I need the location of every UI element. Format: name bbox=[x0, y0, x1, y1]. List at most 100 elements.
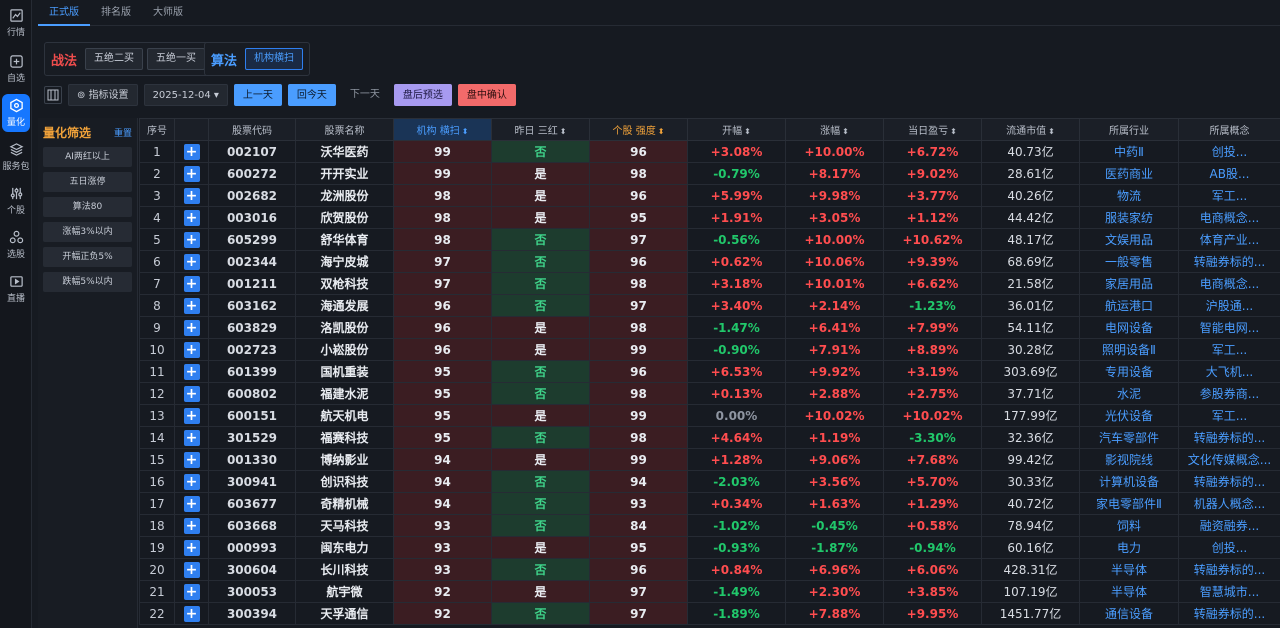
concept-link[interactable]: 电商概念... bbox=[1178, 272, 1280, 295]
industry-link[interactable]: 饲料 bbox=[1079, 514, 1179, 537]
table-row[interactable]: 17 +603677 奇精机械 94 否 93 +0.34% +1.63% +1.29% 40.7… bbox=[139, 492, 1280, 515]
rail-item-market[interactable]: 行情 bbox=[0, 4, 32, 42]
tab-official[interactable]: 正式版 bbox=[38, 0, 90, 26]
add-to-watchlist-icon[interactable]: + bbox=[183, 253, 200, 270]
industry-link[interactable]: 中药Ⅱ bbox=[1079, 140, 1179, 163]
filter-reset-link[interactable]: 重置 bbox=[113, 129, 132, 139]
filter-item[interactable]: 五日涨停 bbox=[43, 172, 132, 192]
concept-link[interactable]: 融资融券... bbox=[1178, 514, 1280, 537]
industry-link[interactable]: 电网设备 bbox=[1079, 316, 1179, 339]
col-header-strength[interactable]: 个股 强度 ⬍ bbox=[589, 118, 688, 141]
industry-link[interactable]: 照明设备Ⅱ bbox=[1079, 338, 1179, 361]
add-to-watchlist-icon[interactable]: + bbox=[183, 561, 200, 578]
industry-link[interactable]: 电力 bbox=[1079, 536, 1179, 559]
today-button[interactable]: 回今天 bbox=[287, 84, 336, 106]
add-to-watchlist-icon[interactable]: + bbox=[183, 517, 200, 534]
rail-item-quant[interactable]: 量化 bbox=[2, 94, 30, 132]
add-to-watchlist-icon[interactable]: + bbox=[183, 297, 200, 314]
table-row[interactable]: 8 +603162 海通发展 96 否 97 +3.40% +2.14% -1.23% 36.01… bbox=[139, 294, 1280, 317]
industry-link[interactable]: 物流 bbox=[1079, 184, 1179, 207]
concept-link[interactable]: 机器人概念... bbox=[1178, 492, 1280, 515]
table-row[interactable]: 2 +600272 开开实业 99 是 98 -0.79% +8.17% +9.02% 28.61… bbox=[139, 162, 1280, 185]
table-row[interactable]: 4 +003016 欣贺股份 98 是 95 +1.91% +3.05% +1.12% 44.42… bbox=[139, 206, 1280, 229]
col-header-change[interactable]: 涨幅 ⬍ bbox=[785, 118, 884, 141]
table-row[interactable]: 15 +001330 博纳影业 94 是 99 +1.28% +9.06% +7.68% 99.4… bbox=[139, 448, 1280, 471]
add-to-watchlist-icon[interactable]: + bbox=[183, 275, 200, 292]
table-row[interactable]: 16 +300941 创识科技 94 否 94 -2.03% +3.56% +5.70% 30.3… bbox=[139, 470, 1280, 493]
add-to-watchlist-icon[interactable]: + bbox=[183, 429, 200, 446]
concept-link[interactable]: 转融券标的... bbox=[1178, 558, 1280, 581]
table-row[interactable]: 19 +000993 闽东电力 93 是 95 -0.93% -1.87% -0.94% 60.1… bbox=[139, 536, 1280, 559]
rail-item-live[interactable]: 直播 bbox=[0, 270, 32, 308]
rail-item-picker[interactable]: 选股 bbox=[0, 226, 32, 264]
date-select[interactable]: 2025-12-04 ▾ bbox=[143, 84, 228, 106]
next-day-button[interactable]: 下一天 bbox=[349, 89, 380, 100]
industry-link[interactable]: 航运港口 bbox=[1079, 294, 1179, 317]
after-close-button[interactable]: 盘后预选 bbox=[393, 84, 452, 106]
col-header-name[interactable]: 股票名称 bbox=[295, 118, 394, 141]
rail-item-service[interactable]: 服务包 bbox=[0, 138, 32, 176]
table-row[interactable]: 21 +300053 航宇微 92 是 97 -1.49% +2.30% +3.85% 107.1… bbox=[139, 580, 1280, 603]
concept-link[interactable]: 转融券标的... bbox=[1178, 602, 1280, 625]
industry-link[interactable]: 家居用品 bbox=[1079, 272, 1179, 295]
col-header-three-red[interactable]: 昨日 三红 ⬍ bbox=[491, 118, 590, 141]
add-to-watchlist-icon[interactable]: + bbox=[183, 143, 200, 160]
concept-link[interactable]: 军工... bbox=[1178, 184, 1280, 207]
table-row[interactable]: 1 +002107 沃华医药 99 否 96 +3.08% +10.00% +6.72% 40.7… bbox=[139, 140, 1280, 163]
filter-item[interactable]: 开幅正负5% bbox=[43, 247, 132, 267]
industry-link[interactable]: 医药商业 bbox=[1079, 162, 1179, 185]
concept-link[interactable]: 电商概念... bbox=[1178, 206, 1280, 229]
suanfa-chip[interactable]: 机构横扫 bbox=[245, 48, 304, 70]
industry-link[interactable]: 一般零售 bbox=[1079, 250, 1179, 273]
industry-link[interactable]: 家电零部件Ⅱ bbox=[1079, 492, 1179, 515]
col-header-cap[interactable]: 流通市值 ⬍ bbox=[981, 118, 1080, 141]
industry-link[interactable]: 水泥 bbox=[1079, 382, 1179, 405]
concept-link[interactable]: 军工... bbox=[1178, 338, 1280, 361]
concept-link[interactable]: 沪股通... bbox=[1178, 294, 1280, 317]
concept-link[interactable]: AB股... bbox=[1178, 162, 1280, 185]
industry-link[interactable]: 半导体 bbox=[1079, 558, 1179, 581]
table-row[interactable]: 11 +601399 国机重装 95 否 96 +6.53% +9.92% +3.19% 303.… bbox=[139, 360, 1280, 383]
col-header-sweep[interactable]: 机构 横扫 ⬍ bbox=[393, 118, 492, 141]
add-to-watchlist-icon[interactable]: + bbox=[183, 341, 200, 358]
industry-link[interactable]: 汽车零部件 bbox=[1079, 426, 1179, 449]
add-to-watchlist-icon[interactable]: + bbox=[183, 209, 200, 226]
table-row[interactable]: 5 +605299 舒华体育 98 否 97 -0.56% +10.00% +10.62% 48.… bbox=[139, 228, 1280, 251]
intraday-button[interactable]: 盘中确认 bbox=[457, 84, 516, 106]
rail-item-stock[interactable]: 个股 bbox=[0, 182, 32, 220]
prev-day-button[interactable]: 上一天 bbox=[233, 84, 282, 106]
table-row[interactable]: 22 +300394 天孚通信 92 否 97 -1.89% +7.88% +9.95% 1451… bbox=[139, 602, 1280, 625]
tab-ranking[interactable]: 排名版 bbox=[101, 6, 131, 18]
filter-item[interactable]: 涨幅3%以内 bbox=[43, 222, 132, 242]
industry-link[interactable]: 专用设备 bbox=[1079, 360, 1179, 383]
add-to-watchlist-icon[interactable]: + bbox=[183, 451, 200, 468]
add-to-watchlist-icon[interactable]: + bbox=[183, 363, 200, 380]
zhanfa-chip-2[interactable]: 五绝一买 bbox=[147, 48, 206, 70]
concept-link[interactable]: 文化传媒概念... bbox=[1178, 448, 1280, 471]
industry-link[interactable]: 计算机设备 bbox=[1079, 470, 1179, 493]
concept-link[interactable]: 体育产业... bbox=[1178, 228, 1280, 251]
add-to-watchlist-icon[interactable]: + bbox=[183, 165, 200, 182]
col-header-pnl[interactable]: 当日盈亏 ⬍ bbox=[883, 118, 982, 141]
filter-item[interactable]: AI两红以上 bbox=[43, 147, 132, 167]
concept-link[interactable]: 智慧城市... bbox=[1178, 580, 1280, 603]
indicator-settings-button[interactable]: ⊚ 指标设置 bbox=[68, 84, 138, 106]
concept-link[interactable]: 智能电网... bbox=[1178, 316, 1280, 339]
concept-link[interactable]: 创投... bbox=[1178, 536, 1280, 559]
table-row[interactable]: 14 +301529 福赛科技 95 否 98 +4.64% +1.19% -3.30% 32.3… bbox=[139, 426, 1280, 449]
table-row[interactable]: 18 +603668 天马科技 93 否 84 -1.02% -0.45% +0.58% 78.9… bbox=[139, 514, 1280, 537]
rail-item-watchlist[interactable]: 自选 bbox=[0, 50, 32, 88]
concept-link[interactable]: 转融券标的... bbox=[1178, 426, 1280, 449]
columns-icon[interactable] bbox=[44, 86, 62, 104]
filter-item[interactable]: 算法80 bbox=[43, 197, 132, 217]
concept-link[interactable]: 参股券商... bbox=[1178, 382, 1280, 405]
industry-link[interactable]: 半导体 bbox=[1079, 580, 1179, 603]
table-row[interactable]: 9 +603829 洛凯股份 96 是 98 -1.47% +6.41% +7.99% 54.11… bbox=[139, 316, 1280, 339]
industry-link[interactable]: 文娱用品 bbox=[1079, 228, 1179, 251]
col-header-open[interactable]: 开幅 ⬍ bbox=[687, 118, 786, 141]
table-row[interactable]: 12 +600802 福建水泥 95 否 98 +0.13% +2.88% +2.75% 37.7… bbox=[139, 382, 1280, 405]
concept-link[interactable]: 军工... bbox=[1178, 404, 1280, 427]
col-header-code[interactable]: 股票代码 bbox=[208, 118, 296, 141]
add-to-watchlist-icon[interactable]: + bbox=[183, 473, 200, 490]
add-to-watchlist-icon[interactable]: + bbox=[183, 231, 200, 248]
